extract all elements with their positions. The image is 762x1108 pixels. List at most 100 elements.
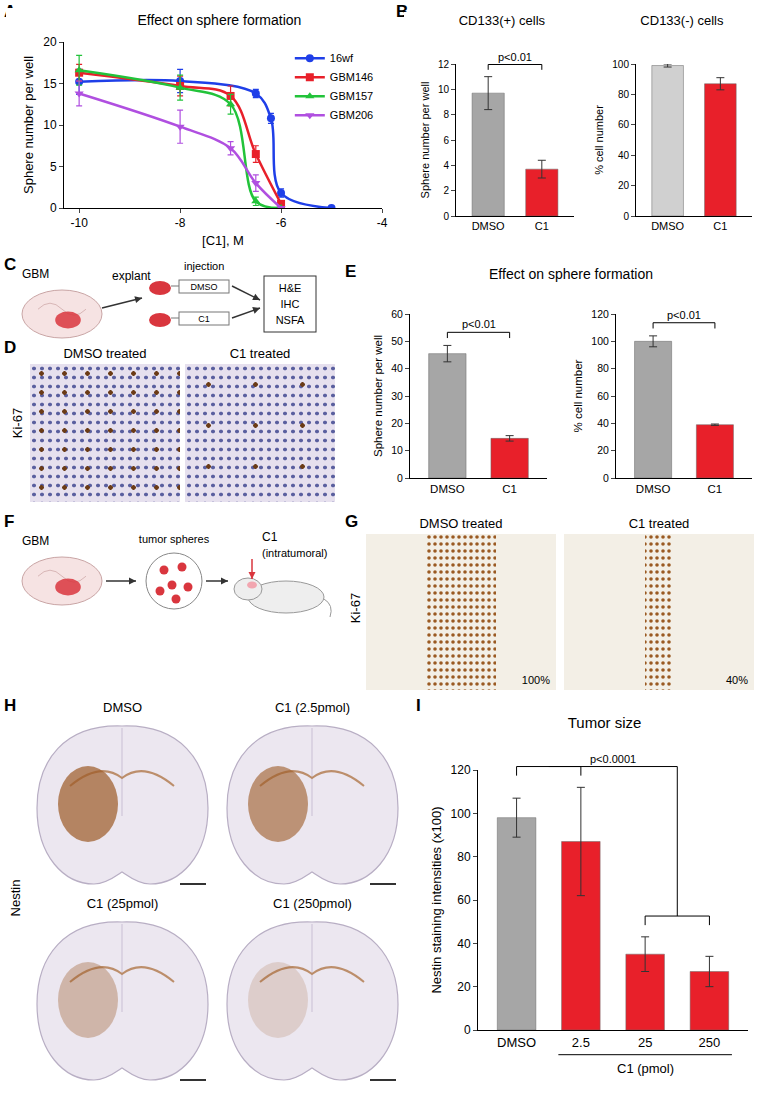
html-text:Effect on sphere formation: Effect on sphere formation (489, 266, 653, 282)
svg-text:C1: C1 (535, 220, 549, 232)
html-text:C1 (2.5pmol): C1 (2.5pmol) (274, 700, 351, 715)
svg-text:120: 120 (591, 308, 609, 320)
svg-text:40: 40 (597, 417, 609, 429)
svg-text:40: 40 (391, 362, 403, 374)
svg-text:100: 100 (612, 59, 629, 70)
svg-text:CD133(+) cells: CD133(+) cells (459, 13, 546, 28)
svg-text:10: 10 (438, 84, 450, 95)
svg-text:80: 80 (618, 89, 630, 100)
svg-text:0: 0 (464, 1023, 471, 1037)
html-text:C1 treated: C1 treated (229, 346, 291, 361)
svg-text:40%: 40% (726, 674, 748, 686)
svg-text:60: 60 (391, 308, 403, 320)
svg-text:100%: 100% (522, 674, 550, 686)
svg-text:80: 80 (457, 850, 471, 864)
svg-text:C1: C1 (502, 483, 517, 495)
svg-text:GBM: GBM (22, 267, 49, 281)
svg-text:8: 8 (443, 109, 449, 120)
svg-text:C1: C1 (713, 220, 727, 232)
svg-text:20: 20 (457, 980, 471, 994)
svg-text:Sphere number per well: Sphere number per well (21, 56, 36, 194)
svg-text:6: 6 (443, 135, 449, 146)
svg-text:16wf: 16wf (330, 52, 354, 64)
html-text:Nestin: Nestin (8, 879, 23, 917)
svg-text:12: 12 (438, 59, 450, 70)
svg-text:50: 50 (391, 335, 403, 347)
svg-text:GBM: GBM (22, 534, 49, 548)
svg-text:explant: explant (112, 269, 151, 283)
svg-text:25: 25 (638, 1035, 652, 1050)
svg-text:15: 15 (43, 77, 57, 91)
svg-text:% cell number: % cell number (572, 359, 584, 432)
html-text:Ki-67: Ki-67 (348, 592, 363, 624)
svg-text:40: 40 (457, 937, 471, 951)
svg-text:p<0.01: p<0.01 (498, 51, 532, 63)
svg-text:(intratumoral): (intratumoral) (262, 547, 327, 559)
svg-text:% cell number: % cell number (593, 105, 605, 175)
html-text:C1 treated: C1 treated (628, 516, 690, 531)
svg-text:0: 0 (50, 201, 57, 215)
svg-text:20: 20 (597, 444, 609, 456)
svg-text:4: 4 (443, 160, 449, 171)
svg-text:0: 0 (623, 211, 629, 222)
svg-text:5: 5 (50, 160, 57, 174)
svg-text:p<0.01: p<0.01 (667, 309, 701, 321)
svg-text:p<0.01: p<0.01 (462, 318, 496, 330)
svg-text:GBM157: GBM157 (330, 90, 373, 102)
svg-text:Sphere number per well: Sphere number per well (372, 335, 384, 457)
svg-text:H&E: H&E (279, 282, 302, 294)
svg-text:C1: C1 (198, 314, 210, 324)
svg-text:GBM146: GBM146 (330, 71, 373, 83)
svg-text:250: 250 (699, 1035, 721, 1050)
svg-text:20: 20 (391, 417, 403, 429)
svg-text:-10: -10 (70, 216, 88, 230)
svg-text:GBM206: GBM206 (330, 109, 373, 121)
svg-text:DMSO: DMSO (191, 282, 218, 292)
svg-text:120: 120 (451, 763, 471, 777)
svg-text:100: 100 (451, 807, 471, 821)
svg-text:20: 20 (43, 35, 57, 49)
svg-text:DMSO: DMSO (636, 483, 671, 495)
svg-text:injection: injection (184, 260, 224, 272)
svg-text:0: 0 (443, 211, 449, 222)
html-text:DMSO treated: DMSO treated (419, 516, 503, 531)
svg-text:DMSO: DMSO (651, 220, 684, 232)
svg-text:40: 40 (618, 150, 630, 161)
svg-text:DMSO: DMSO (472, 220, 505, 232)
svg-text:20: 20 (618, 180, 630, 191)
svg-text:-6: -6 (276, 216, 287, 230)
svg-text:NSFA: NSFA (276, 314, 305, 326)
svg-text:IHC: IHC (281, 298, 300, 310)
svg-text:10: 10 (391, 444, 403, 456)
svg-text:CD133(-) cells: CD133(-) cells (640, 13, 724, 28)
svg-text:DMSO: DMSO (497, 1035, 536, 1050)
svg-text:Nestin staining intensities (x: Nestin staining intensities (x100) (429, 806, 444, 993)
svg-text:100: 100 (591, 335, 609, 347)
svg-text:Effect on sphere formation: Effect on sphere formation (137, 12, 301, 28)
html-text:DMSO treated: DMSO treated (63, 346, 147, 361)
svg-text:p<0.0001: p<0.0001 (590, 753, 636, 765)
svg-text:10: 10 (43, 118, 57, 132)
svg-text:C1 (pmol): C1 (pmol) (617, 1061, 674, 1076)
svg-text:-4: -4 (377, 216, 388, 230)
svg-text:C1: C1 (708, 483, 723, 495)
svg-text:Sphere number per well: Sphere number per well (419, 82, 431, 199)
svg-text:[C1], M: [C1], M (202, 233, 244, 248)
svg-text:tumor spheres: tumor spheres (139, 533, 210, 545)
svg-text:DMSO: DMSO (430, 483, 465, 495)
svg-text:Tumor size: Tumor size (568, 714, 642, 731)
svg-text:60: 60 (457, 893, 471, 907)
svg-text:0: 0 (397, 472, 403, 484)
html-text:Ki-67: Ki-67 (10, 407, 25, 439)
svg-text:60: 60 (597, 390, 609, 402)
svg-text:80: 80 (597, 362, 609, 374)
html-text:C1 (25pmol): C1 (25pmol) (86, 896, 159, 911)
html-text:DMSO: DMSO (103, 700, 142, 715)
svg-text:C1: C1 (262, 530, 278, 544)
svg-text:-8: -8 (175, 216, 186, 230)
svg-text:30: 30 (391, 390, 403, 402)
svg-text:60: 60 (618, 119, 630, 130)
svg-text:0: 0 (603, 472, 609, 484)
svg-text:2.5: 2.5 (572, 1035, 590, 1050)
svg-text:2: 2 (443, 185, 449, 196)
